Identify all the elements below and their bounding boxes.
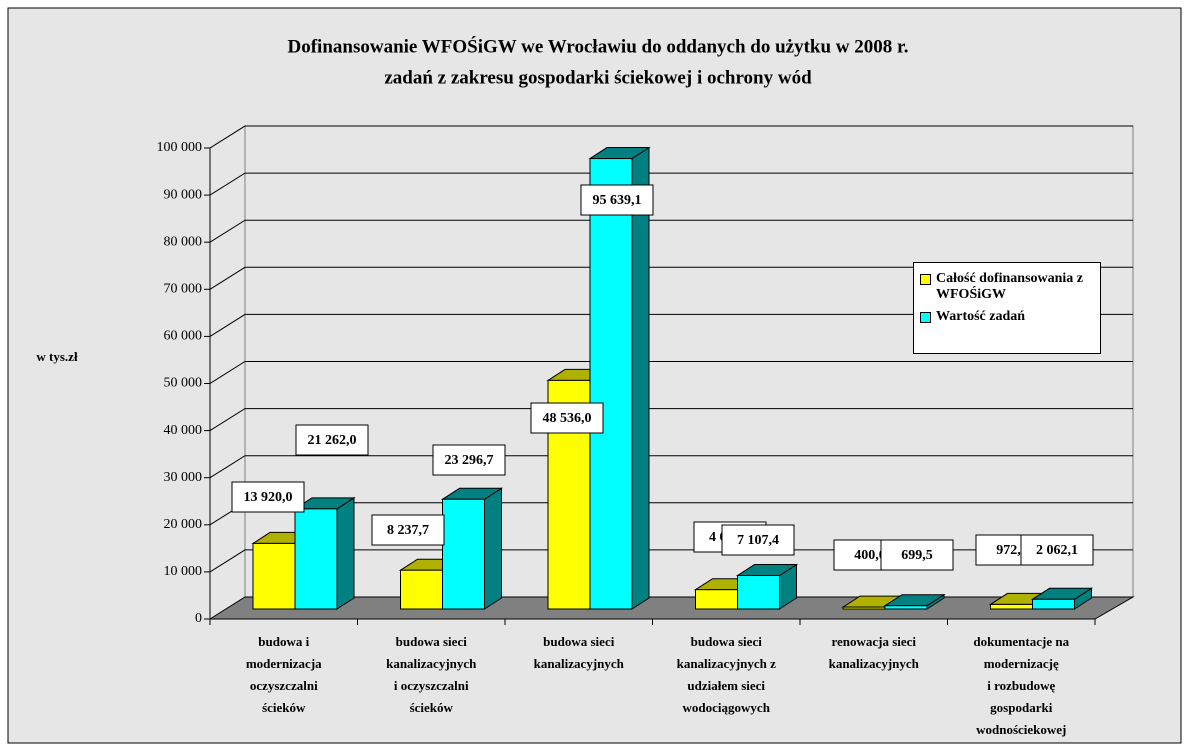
grid-line bbox=[209, 266, 1133, 290]
x-tick-label: modernizacja bbox=[246, 656, 322, 671]
bar bbox=[1032, 598, 1075, 610]
value-label: 13 920,0 bbox=[244, 490, 293, 505]
value-label-box bbox=[1020, 534, 1094, 566]
x-tick-label: kanalizacyjnych bbox=[534, 656, 625, 671]
legend-swatch bbox=[920, 274, 931, 285]
bar-side bbox=[631, 146, 650, 610]
y-tick-label: 20 000 bbox=[164, 517, 203, 532]
chart-title: Dofinansowanie WFOŚiGW we Wrocławiu do o… bbox=[288, 35, 909, 57]
value-label: 400,0 bbox=[854, 548, 886, 563]
value-label-box bbox=[880, 539, 954, 571]
y-tick-label: 70 000 bbox=[164, 282, 203, 297]
grid-line bbox=[209, 455, 1133, 479]
plot: 0 10 000 20 000 30 000 40 000 50 000 60 000 70 … bbox=[157, 125, 1135, 737]
x-tick-label: budowa i bbox=[258, 634, 309, 649]
x-tick-label: ścieków bbox=[410, 700, 454, 715]
value-label-box bbox=[530, 402, 604, 434]
bar bbox=[442, 498, 485, 610]
grid-line bbox=[209, 313, 1133, 337]
x-tick-label: gospodarki bbox=[990, 700, 1053, 715]
y-tick-label: 40 000 bbox=[164, 423, 203, 438]
y-tick-label: 50 000 bbox=[164, 376, 203, 391]
x-tick-label: ścieków bbox=[262, 700, 306, 715]
value-label: 48 536,0 bbox=[543, 411, 592, 426]
y-tick-label: 100 000 bbox=[157, 140, 203, 155]
value-label-box bbox=[295, 424, 369, 456]
x-tick-label: oczyszczalni bbox=[250, 678, 318, 693]
value-label-box bbox=[721, 524, 795, 556]
grid-line bbox=[209, 361, 1133, 384]
y-tick-label: 80 000 bbox=[164, 234, 203, 249]
chart-title: zadań z zakresu gospodarki ściekowej i o… bbox=[384, 67, 812, 88]
grid-line bbox=[209, 219, 1133, 243]
value-label-box bbox=[231, 481, 305, 513]
value-label: 23 296,7 bbox=[445, 453, 494, 468]
x-tick-label: budowa sieci bbox=[691, 634, 763, 649]
grid-line bbox=[209, 125, 1133, 149]
bar bbox=[884, 605, 928, 610]
bar bbox=[990, 603, 1033, 610]
x-tick-label: kanalizacyjnych z bbox=[677, 656, 777, 671]
bar bbox=[842, 606, 886, 610]
y-axis-label: w tys.zł bbox=[36, 349, 78, 364]
value-label: 699,5 bbox=[901, 548, 933, 563]
x-tick-label: dokumentacje na bbox=[973, 634, 1069, 649]
x-tick-label: kanalizacyjnych bbox=[829, 656, 920, 671]
legend-swatch bbox=[920, 312, 931, 323]
x-tick-label: renowacja sieci bbox=[831, 634, 916, 649]
grid-line bbox=[209, 172, 1133, 196]
bar bbox=[589, 158, 633, 610]
y-tick-label: 90 000 bbox=[164, 187, 203, 202]
legend-label: Wartość zadań bbox=[936, 309, 1026, 324]
grid-line bbox=[209, 408, 1133, 432]
bar bbox=[695, 589, 738, 610]
x-tick-label: udziałem sieci bbox=[687, 678, 765, 693]
x-tick-label: wodociągowych bbox=[683, 700, 771, 715]
bar bbox=[294, 508, 338, 610]
x-tick-label: wodnościekowej bbox=[976, 722, 1066, 737]
x-tick-label: kanalizacyjnych bbox=[386, 656, 477, 671]
value-label-box bbox=[371, 514, 445, 546]
y-tick-label: 60 000 bbox=[164, 329, 203, 344]
value-label: 21 262,0 bbox=[308, 433, 357, 448]
bar bbox=[737, 575, 780, 610]
value-label: 8 237,7 bbox=[387, 523, 429, 538]
y-tick-label: 0 bbox=[195, 611, 202, 626]
y-tick-label: 30 000 bbox=[164, 470, 203, 485]
legend-item: Całość dofinansowania z WFOŚiGW bbox=[920, 271, 1094, 303]
x-tick-label: budowa sieci bbox=[396, 634, 468, 649]
value-label: 972,5 bbox=[996, 543, 1028, 558]
value-label-box bbox=[580, 184, 654, 216]
bar-side bbox=[336, 496, 355, 610]
x-tick-label: i rozbudowę bbox=[987, 678, 1055, 693]
x-tick-label: budowa sieci bbox=[543, 634, 615, 649]
value-label: 2 062,1 bbox=[1036, 543, 1078, 558]
x-tick-label: i oczyszczalni bbox=[394, 678, 469, 693]
legend: Całość dofinansowania z WFOŚiGW Wartość z… bbox=[913, 262, 1101, 354]
legend-label: Całość dofinansowania z WFOŚiGW bbox=[936, 271, 1084, 302]
bar bbox=[252, 542, 296, 610]
value-label: 7 107,4 bbox=[737, 533, 779, 548]
x-tick-label: modernizację bbox=[984, 656, 1059, 671]
value-label-box bbox=[432, 444, 506, 476]
bar-side bbox=[484, 487, 502, 610]
bar bbox=[400, 569, 443, 610]
value-label: 95 639,1 bbox=[593, 193, 642, 208]
legend-item: Wartość zadań bbox=[920, 309, 1094, 325]
y-tick-label: 10 000 bbox=[164, 564, 203, 579]
